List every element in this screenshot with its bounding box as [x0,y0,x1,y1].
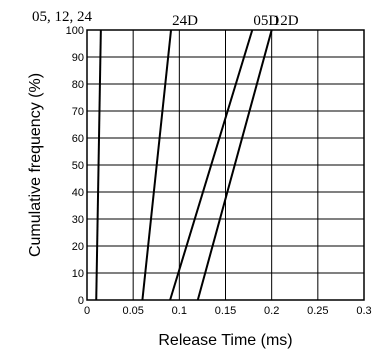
y-tick-label: 90 [72,52,84,64]
series-line-0 [95,29,102,301]
y-tick-label: 50 [72,160,84,172]
y-tick-label: 0 [78,295,84,307]
x-tick-labels: 0 0.05 0.1 0.15 0.2 0.25 0.3 [84,305,372,317]
y-tick-label: 60 [72,133,84,145]
x-axis-label: Release Time (ms) [158,332,292,349]
plot-frame [86,29,365,301]
series-label-0: 05, 12, 24 [32,9,93,25]
x-tick-label: 0.3 [356,305,371,317]
y-tick-label: 10 [72,268,84,280]
y-axis-label: Cumulative frequency (%) [27,73,44,257]
x-tick-label: 0.2 [264,305,279,317]
y-tick-label: 70 [72,106,84,118]
x-tick-label: 0.15 [215,305,236,317]
y-tick-label: 100 [66,25,84,37]
y-tick-label: 40 [72,187,84,199]
series-lines [95,29,273,301]
x-tick-label: 0.05 [122,305,143,317]
y-tick-label: 30 [72,214,84,226]
grid [86,29,365,301]
x-tick-label: 0.1 [172,305,187,317]
y-tick-label: 80 [72,79,84,91]
series-line-3 [196,29,273,301]
y-tick-labels: 0 10 20 30 40 50 60 70 80 90 100 [66,25,84,307]
series-line-2 [169,29,254,301]
y-tick-label: 20 [72,241,84,253]
series-label-3: 12D [273,13,299,29]
series-label-2: 05D [253,13,279,29]
series-line-1 [141,29,173,301]
x-tick-label: 0.25 [307,305,328,317]
x-tick-label: 0 [84,305,90,317]
series-label-1: 24D [172,13,198,29]
